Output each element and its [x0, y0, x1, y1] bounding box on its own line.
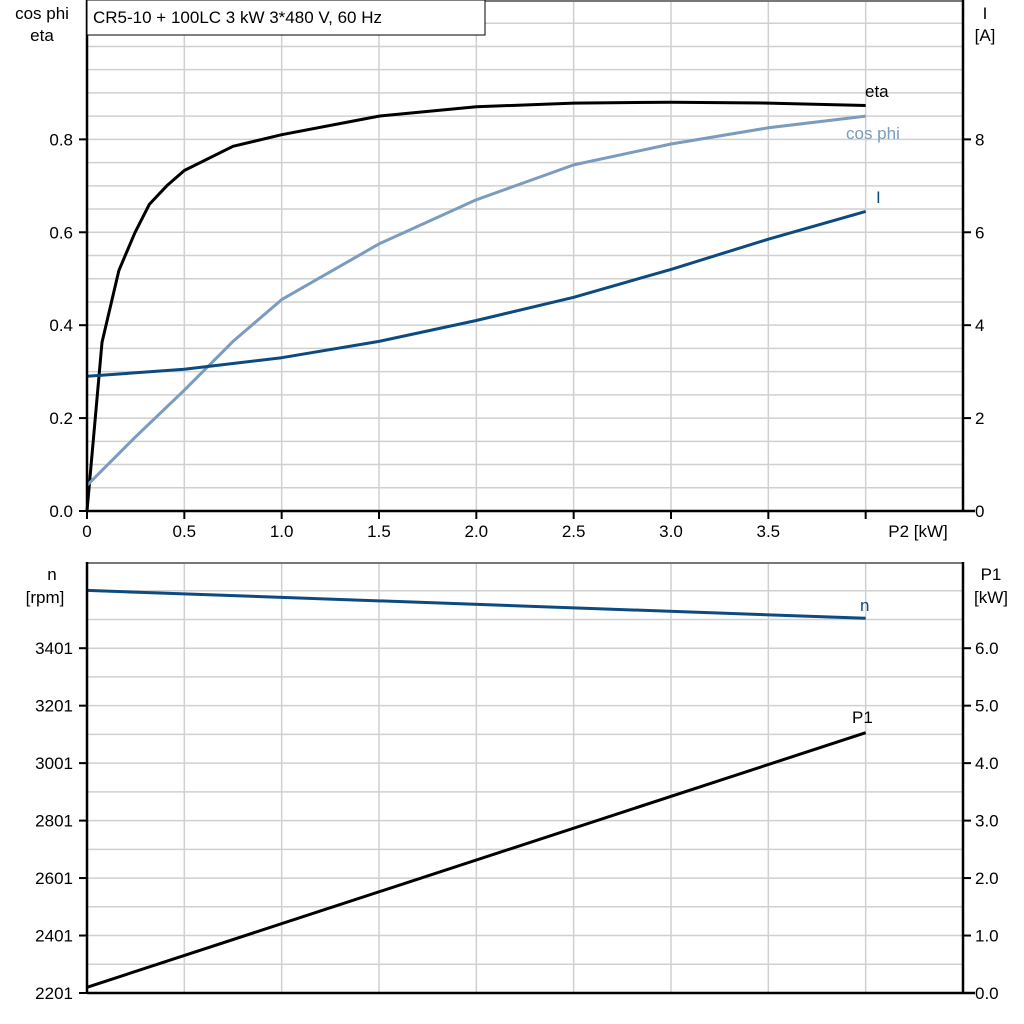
- right-tick-label: 2: [975, 409, 984, 428]
- x-tick-label: 3.5: [757, 522, 781, 541]
- series-line-cos-phi: [85, 114, 866, 487]
- x-tick-label: 0.5: [173, 522, 197, 541]
- left-tick-label: 0.4: [49, 316, 73, 335]
- right-tick-label: 8: [975, 130, 984, 149]
- left-tick-label: 2401: [35, 927, 73, 946]
- right-tick-label: 4: [975, 316, 984, 335]
- series-label-n: n: [860, 596, 869, 615]
- left-tick-label: 3401: [35, 639, 73, 658]
- left-tick-label: 3001: [35, 754, 73, 773]
- bottom-chart-grid: [87, 562, 963, 993]
- series-line-p1: [86, 731, 867, 989]
- left-tick-label: 0.0: [49, 502, 73, 521]
- right-tick-label: 0.0: [975, 984, 999, 1003]
- bottom-left-axis-label-2: [rpm]: [26, 588, 65, 607]
- series-label-eta: eta: [865, 82, 889, 101]
- left-tick-label: 2601: [35, 869, 73, 888]
- left-tick-label: 2201: [35, 984, 73, 1003]
- bottom-left-axis-label-1: n: [47, 565, 56, 584]
- right-tick-label: 2.0: [975, 869, 999, 888]
- title-box: [86, 0, 486, 36]
- x-tick-label: 2.5: [562, 522, 586, 541]
- bottom-right-axis-label-1: P1: [981, 565, 1002, 584]
- x-tick-label: 1.5: [367, 522, 391, 541]
- x-tick-label: 2.0: [465, 522, 489, 541]
- series-line-n: [86, 588, 866, 620]
- x-tick-label: 1.0: [270, 522, 294, 541]
- right-tick-label: 6: [975, 223, 984, 242]
- left-tick-label: 2801: [35, 812, 73, 831]
- top-left-axis-label-2: eta: [30, 26, 54, 45]
- axes: 0.0 0.2 0.4 0.6 0.8 0 2 4 6 8 0 0.5 1.0 1.5 2.0 2.5 3.0 3…: [35, 0, 999, 1003]
- series-label-p1: P1: [852, 708, 873, 727]
- right-tick-label: 0: [975, 502, 984, 521]
- series-line-i: [86, 209, 867, 378]
- top-left-axis-label-1: cos phi: [15, 4, 69, 23]
- bottom-right-axis-label-2: [kW]: [974, 588, 1008, 607]
- right-tick-label: 5.0: [975, 697, 999, 716]
- top-right-axis-label-1: I: [983, 4, 988, 23]
- x-tick-label: 0: [82, 522, 91, 541]
- series-lines: [85, 100, 867, 989]
- left-tick-label: 3201: [35, 697, 73, 716]
- series-label-i: I: [876, 188, 881, 207]
- top-right-axis-label-2: [A]: [975, 26, 996, 45]
- x-tick-label: 3.0: [659, 522, 683, 541]
- right-tick-label: 6.0: [975, 639, 999, 658]
- left-tick-label: 0.2: [49, 409, 73, 428]
- left-tick-label: 0.6: [49, 223, 73, 242]
- right-tick-label: 3.0: [975, 812, 999, 831]
- labels: CR5-10 + 100LC 3 kW 3*480 V, 60 Hz cos p…: [15, 0, 1008, 727]
- x-axis-label: P2 [kW]: [888, 522, 948, 541]
- series-label-cos-phi: cos phi: [846, 124, 900, 143]
- right-tick-label: 4.0: [975, 754, 999, 773]
- chart-title: CR5-10 + 100LC 3 kW 3*480 V, 60 Hz: [93, 8, 382, 27]
- left-tick-label: 0.8: [49, 130, 73, 149]
- right-tick-label: 1.0: [975, 927, 999, 946]
- top-chart-grid: [87, 0, 963, 511]
- series-line-eta: [85, 100, 866, 512]
